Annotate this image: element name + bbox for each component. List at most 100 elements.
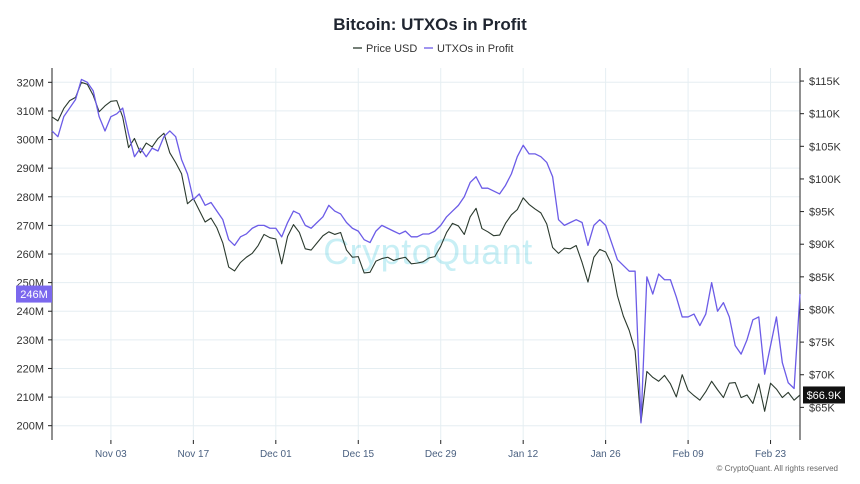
data-point-price (346, 249, 347, 250)
data-point-price (729, 383, 730, 384)
data-point-price (676, 396, 677, 397)
data-point-utxo (458, 205, 459, 206)
data-point-utxo (717, 311, 718, 312)
data-point-utxo (794, 388, 795, 389)
data-point-utxo (593, 225, 594, 226)
data-point-utxo (440, 225, 441, 226)
data-point-price (640, 422, 641, 423)
data-point-utxo (546, 162, 547, 163)
data-point-price (546, 223, 547, 224)
data-point-price (422, 261, 423, 262)
data-point-utxo (116, 113, 117, 114)
data-point-price (764, 411, 765, 412)
data-point-utxo (358, 231, 359, 232)
chart-title: Bitcoin: UTXOs in Profit (333, 15, 527, 34)
data-point-price (758, 383, 759, 384)
y-left-tick-label: 230M (16, 335, 44, 347)
data-point-price (605, 251, 606, 252)
y-axis-right: $65K $70K $75K $80K $85K $90K $95K $100K $105K $1… (800, 76, 841, 414)
data-point-price (163, 133, 164, 134)
data-point-utxo (169, 130, 170, 131)
data-point-utxo (587, 245, 588, 246)
data-point-utxo (346, 222, 347, 223)
data-point-utxo (475, 176, 476, 177)
data-point-price (623, 315, 624, 316)
data-point-utxo (110, 116, 111, 117)
data-point-utxo (422, 233, 423, 234)
data-point-price (564, 248, 565, 249)
data-point-price (352, 257, 353, 258)
data-point-price (328, 231, 329, 232)
data-point-utxo (328, 205, 329, 206)
data-point-price (364, 272, 365, 273)
data-point-utxo (281, 236, 282, 237)
data-point-utxo (128, 133, 129, 134)
data-point-utxo (299, 213, 300, 214)
x-tick-label: Dec 29 (425, 449, 457, 460)
data-point-utxo (452, 210, 453, 211)
data-point-utxo (287, 222, 288, 223)
x-tick-label: Nov 03 (95, 449, 127, 460)
data-point-utxo (782, 362, 783, 363)
y-right-tick-label: $75K (809, 337, 835, 349)
data-point-price (411, 263, 412, 264)
data-point-price (146, 142, 147, 143)
data-point-utxo (411, 236, 412, 237)
data-point-utxo (693, 313, 694, 314)
data-point-price (305, 248, 306, 249)
data-point-price (169, 152, 170, 153)
data-point-price (369, 272, 370, 273)
data-point-utxo (51, 130, 52, 131)
y-left-tick-label: 210M (16, 392, 44, 404)
series-line-price-usd (51, 81, 801, 423)
data-point-utxo (399, 233, 400, 234)
data-point-utxo (369, 242, 370, 243)
data-point-utxo (658, 273, 659, 274)
data-point-utxo (758, 316, 759, 317)
data-point-utxo (741, 354, 742, 355)
badge-utxo-background (16, 285, 52, 303)
data-point-price (499, 234, 500, 235)
data-point-price (634, 350, 635, 351)
data-point-utxo (634, 271, 635, 272)
last-value-badge-price: $66.9K (803, 386, 845, 404)
data-point-price (682, 374, 683, 375)
data-point-price (670, 383, 671, 384)
data-point-price (723, 397, 724, 398)
data-point-utxo (175, 136, 176, 137)
data-point-price (475, 208, 476, 209)
y-left-tick-label: 300M (16, 135, 44, 147)
data-point-price (87, 84, 88, 85)
data-point-utxo (487, 188, 488, 189)
data-point-price (216, 227, 217, 228)
data-point-price (434, 256, 435, 257)
grid-horizontal (52, 81, 800, 427)
data-point-price (75, 97, 76, 98)
data-point-utxo (770, 345, 771, 346)
data-point-price (263, 234, 264, 235)
y-right-tick-label: $65K (809, 402, 835, 414)
data-point-utxo (576, 219, 577, 220)
y-right-tick-label: $115K (809, 76, 841, 88)
data-point-utxo (417, 236, 418, 237)
data-point-price (205, 221, 206, 222)
data-point-price (558, 253, 559, 254)
data-point-price (152, 146, 153, 147)
data-point-price (470, 216, 471, 217)
data-point-utxo (788, 382, 789, 383)
data-point-price (63, 108, 64, 109)
data-point-price (375, 261, 376, 262)
data-point-price (428, 257, 429, 258)
data-point-utxo (599, 219, 600, 220)
data-point-utxo (104, 130, 105, 131)
data-point-utxo (222, 219, 223, 220)
data-point-price (629, 330, 630, 331)
data-point-utxo (746, 339, 747, 340)
data-point-price (110, 101, 111, 102)
data-point-price (187, 203, 188, 204)
data-point-price (693, 395, 694, 396)
data-point-price (311, 249, 312, 250)
data-point-utxo (216, 210, 217, 211)
y-right-tick-label: $80K (809, 304, 835, 316)
